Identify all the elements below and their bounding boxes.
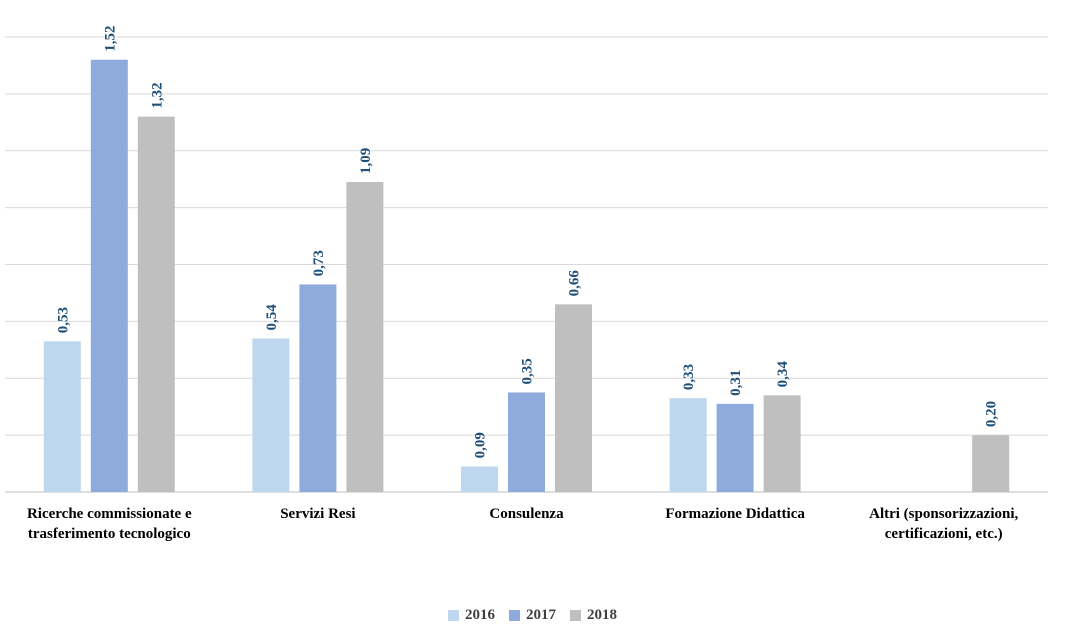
legend-item-2017: 2017	[509, 607, 556, 624]
bar-2018-0	[137, 116, 175, 492]
legend-swatch	[448, 610, 459, 621]
data-label-2017-3: 0,31	[728, 370, 744, 396]
data-label-2016-1: 0,54	[264, 304, 280, 331]
data-label-2017-0: 1,52	[102, 26, 118, 52]
data-labels: 0,53 1,52 1,32 0,54 0,73 1,09 0,09 0,35 0,66 0,33…	[55, 26, 999, 459]
bar-2017-0	[90, 59, 128, 492]
bar-2016-2	[461, 466, 498, 492]
bar-2016-3	[669, 398, 707, 492]
category-label-1: Servizi Resi	[280, 506, 355, 522]
bar-2017-2	[508, 392, 545, 492]
data-label-2016-3: 0,33	[681, 364, 697, 390]
bar-2016-1	[252, 338, 290, 492]
category-label-2: Consulenza	[489, 506, 564, 522]
gridlines	[5, 36, 1048, 493]
data-label-2016-2: 0,09	[473, 432, 489, 458]
data-label-2018-0: 1,32	[149, 82, 165, 108]
legend: 2016 2017 2018	[0, 607, 1065, 624]
legend-label: 2016	[465, 607, 495, 623]
category-label-line: Formazione Didattica	[665, 506, 805, 522]
legend-swatch	[570, 610, 581, 621]
category-label-line: Altri (sponsorizzazioni,	[869, 506, 1018, 522]
bar-2018-2	[555, 304, 592, 492]
bar-2018-1	[346, 182, 384, 492]
legend-item-2018: 2018	[570, 607, 617, 624]
category-label-line: trasferimento tecnologico	[28, 526, 191, 542]
bar-2018-4	[972, 435, 1010, 492]
bar-2018-3	[763, 395, 801, 492]
legend-swatch	[509, 610, 520, 621]
data-label-2016-0: 0,53	[55, 307, 71, 333]
data-label-2017-1: 0,73	[311, 250, 327, 276]
category-label-line: Servizi Resi	[280, 506, 355, 522]
category-label-line: Ricerche commissionate e	[27, 506, 192, 522]
data-label-2018-1: 1,09	[358, 148, 374, 174]
category-label-3: Formazione Didattica	[665, 506, 805, 522]
bar-2017-3	[716, 403, 754, 492]
bar-2017-1	[299, 284, 337, 492]
category-label-line: Consulenza	[489, 506, 564, 522]
legend-label: 2018	[587, 607, 617, 623]
data-label-2018-4: 0,20	[984, 401, 1000, 427]
bars	[43, 59, 1010, 492]
data-label-2018-3: 0,34	[775, 361, 791, 388]
data-label-2017-2: 0,35	[520, 358, 536, 384]
category-label-4: Altri (sponsorizzazioni, certificazioni, …	[869, 506, 1018, 542]
category-label-0: Ricerche commissionate e trasferimento te…	[27, 506, 192, 542]
bar-2016-0	[43, 341, 81, 492]
category-label-line: certificazioni, etc.)	[885, 526, 1003, 542]
legend-item-2016: 2016	[448, 607, 495, 624]
category-labels: Ricerche commissionate e trasferimento te…	[27, 506, 1019, 542]
legend-label: 2017	[526, 607, 556, 623]
data-label-2018-2: 0,66	[567, 270, 583, 297]
